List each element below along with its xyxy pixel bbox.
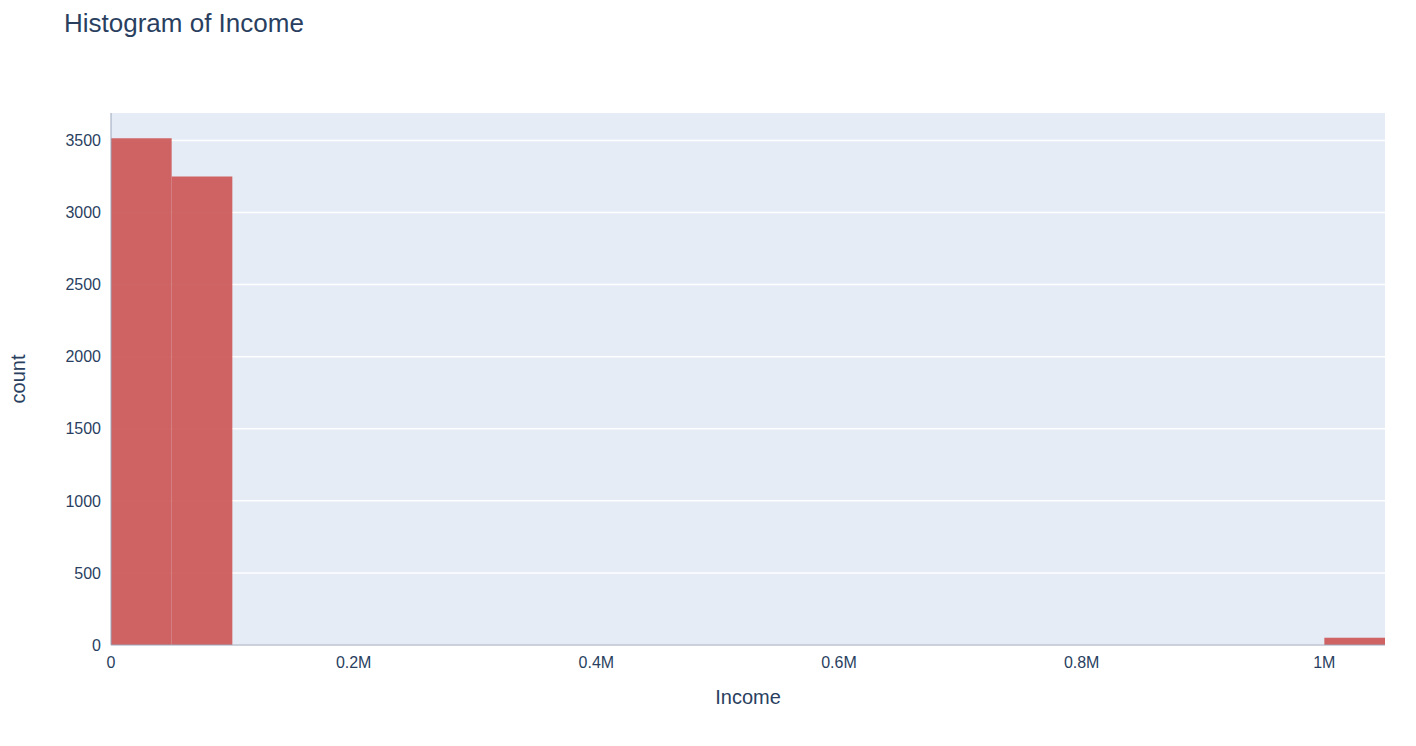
svg-text:0.2M: 0.2M [336, 654, 372, 671]
svg-text:1000: 1000 [65, 493, 101, 510]
svg-text:2000: 2000 [65, 348, 101, 365]
svg-text:0: 0 [92, 637, 101, 654]
svg-text:0: 0 [107, 654, 116, 671]
html-text:count: count [6, 354, 29, 404]
html-text:Income: Income [715, 686, 781, 708]
svg-text:0.4M: 0.4M [579, 654, 615, 671]
svg-text:500: 500 [74, 565, 101, 582]
svg-text:3000: 3000 [65, 204, 101, 221]
svg-text:3500: 3500 [65, 132, 101, 149]
svg-text:0.6M: 0.6M [821, 654, 857, 671]
svg-text:1500: 1500 [65, 420, 101, 437]
svg-text:0.8M: 0.8M [1064, 654, 1100, 671]
svg-text:1M: 1M [1313, 654, 1335, 671]
html-text:Histogram of Income: Histogram of Income [64, 8, 304, 38]
svg-text:2500: 2500 [65, 276, 101, 293]
